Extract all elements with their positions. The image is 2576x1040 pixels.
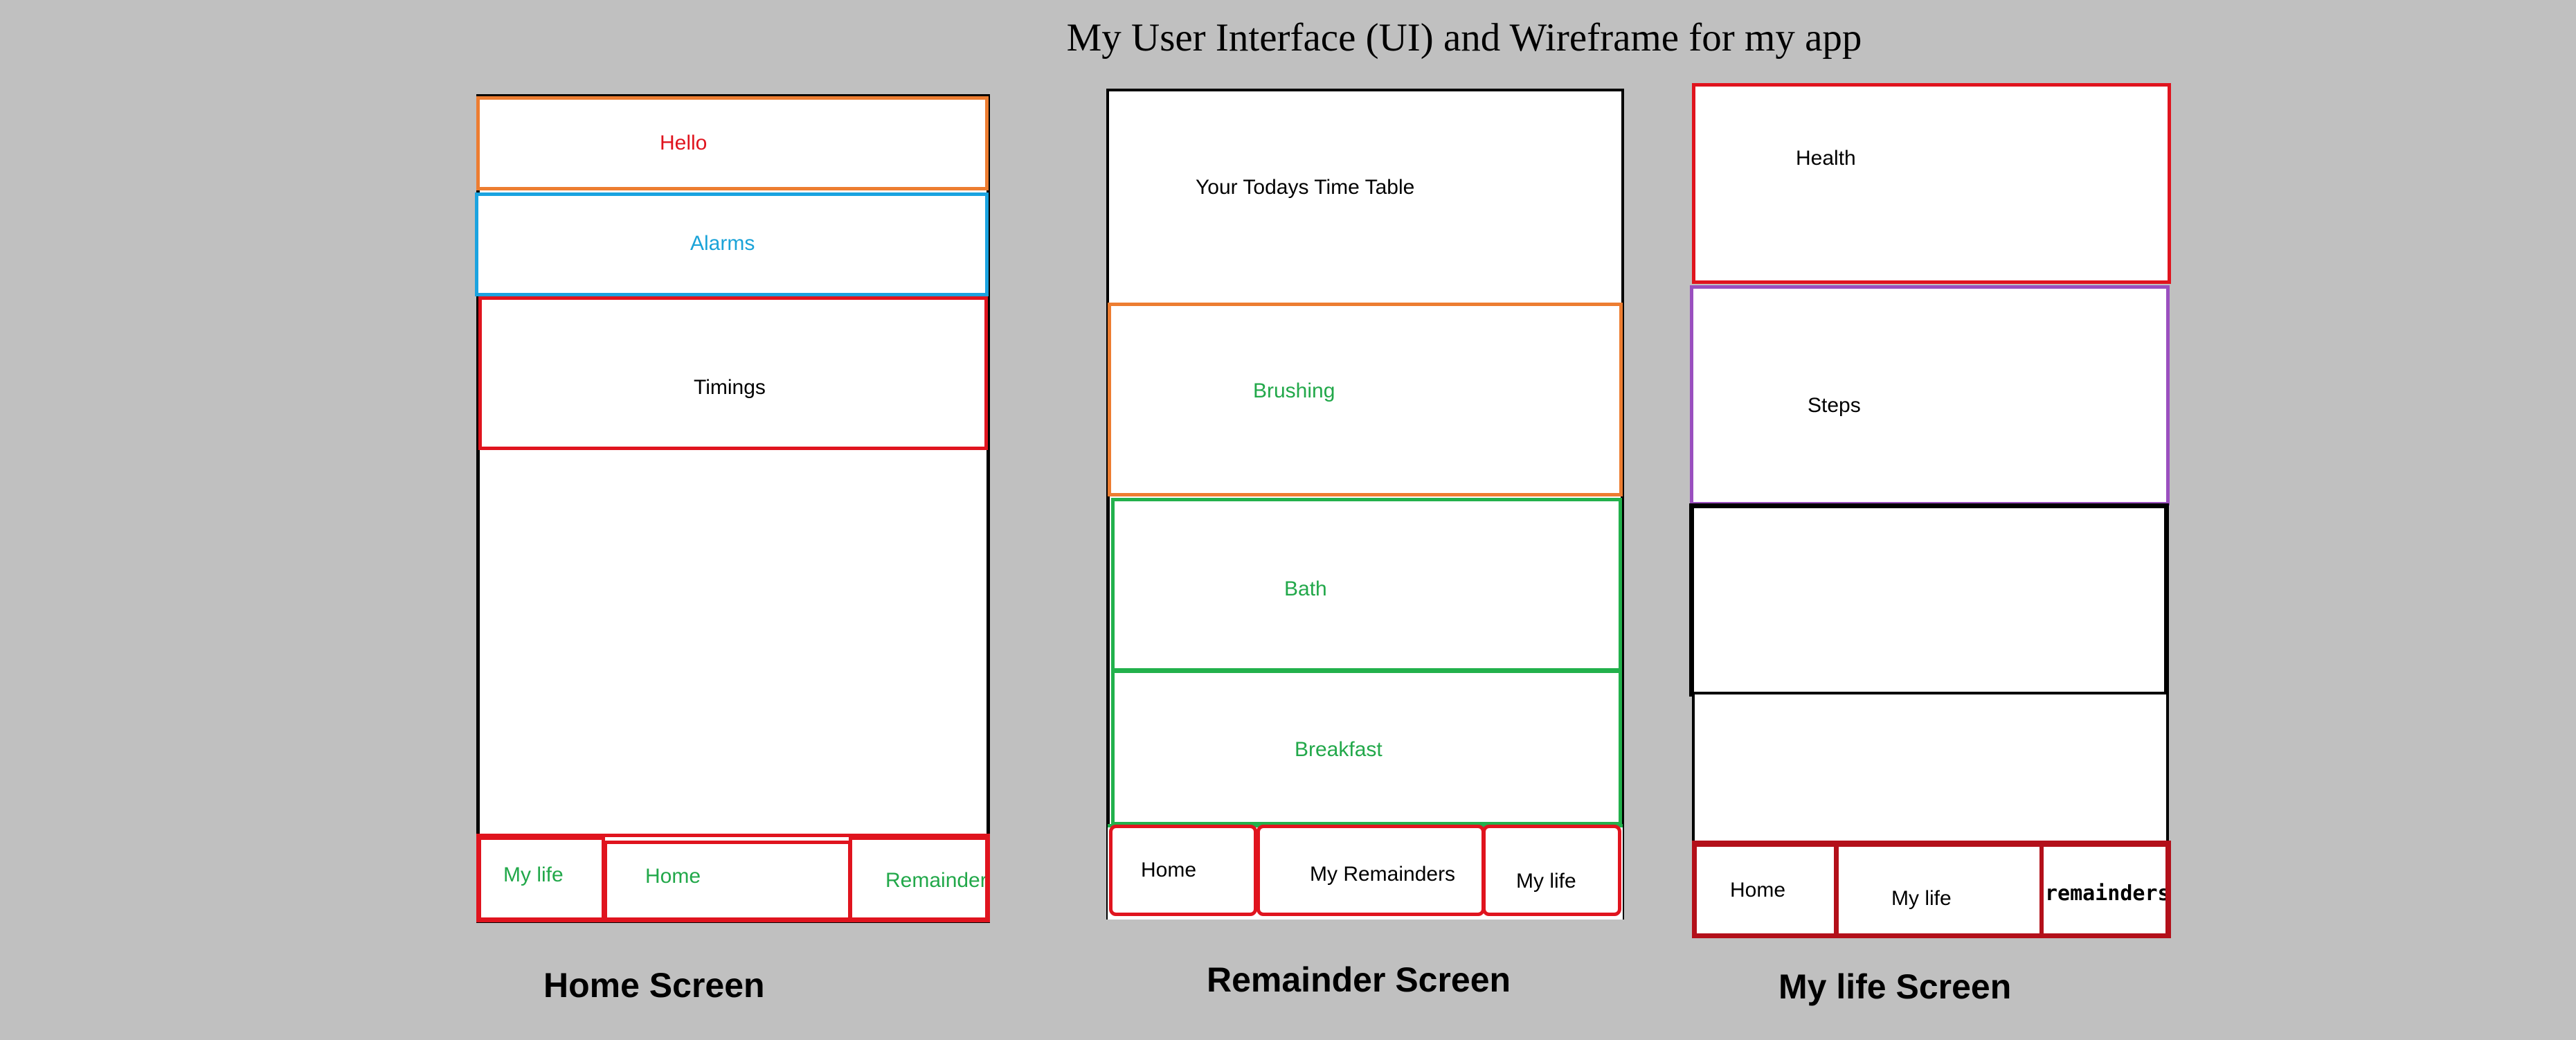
remainder-nav-my-life[interactable]: My life [1482,825,1621,916]
mylife-steps-box[interactable]: Steps [1690,285,2170,505]
remainder-screen-caption: Remainder Screen [1207,960,1511,999]
remainder-timetable-label: Your Todays Time Table [1196,176,1415,199]
home-nav-remainder-label: Remainder [885,869,987,892]
mylife-nav-remainders[interactable]: remainders [2040,843,2169,937]
remainder-brushing-box[interactable]: Brushing [1108,303,1623,496]
page-title: My User Interface (UI) and Wireframe for… [1066,16,1862,60]
remainder-nav-home-label: Home [1141,859,1197,881]
mylife-empty-box[interactable] [1689,503,2169,697]
remainder-nav-my-remainders[interactable]: My Remainders [1257,825,1485,916]
remainder-brushing-label: Brushing [1253,379,1335,402]
remainder-bath-box[interactable]: Bath [1111,498,1622,672]
home-alarms-box[interactable]: Alarms [475,192,989,296]
mylife-nav-my-life[interactable]: My life [1835,843,2043,937]
remainder-bath-label: Bath [1284,577,1327,600]
home-alarms-label: Alarms [690,232,755,255]
mylife-nav-remainders-label: remainders [2045,881,2169,906]
remainder-nav-my-remainders-label: My Remainders [1310,863,1456,886]
remainder-timetable-box[interactable]: Your Todays Time Table [1109,91,1621,303]
mylife-screen-caption: My life Screen [1778,967,2012,1006]
home-nav-my-life[interactable]: My life [478,836,605,921]
mylife-health-box[interactable]: Health [1692,83,2171,284]
home-nav-home[interactable]: Home [604,841,852,921]
mylife-nav-home[interactable]: Home [1693,843,1837,937]
home-nav-my-life-label: My life [503,863,564,886]
home-timings-label: Timings [694,376,766,399]
home-nav-home-label: Home [645,865,701,888]
remainder-breakfast-box[interactable]: Breakfast [1111,670,1622,825]
mylife-health-label: Health [1796,147,1856,170]
mylife-nav-my-life-label: My life [1891,887,1952,910]
remainder-breakfast-label: Breakfast [1295,738,1382,761]
mylife-nav-home-label: Home [1730,879,1786,902]
mylife-steps-label: Steps [1808,394,1861,417]
remainder-nav-my-life-label: My life [1516,870,1576,893]
remainder-nav-home[interactable]: Home [1109,825,1257,916]
home-nav-remainder[interactable]: Remainder [849,836,989,921]
home-timings-box[interactable]: Timings [478,296,988,450]
home-screen-caption: Home Screen [543,966,765,1005]
home-hello-label: Hello [660,132,708,154]
mylife-empty-area [1692,694,2169,847]
home-hello-box[interactable]: Hello [476,96,989,190]
